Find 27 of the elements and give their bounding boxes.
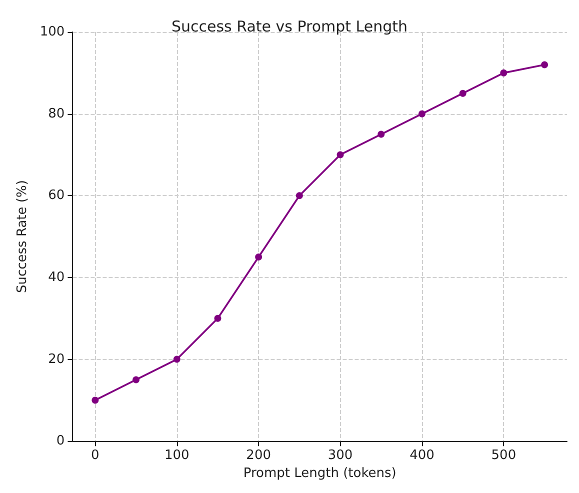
- x-tick-label: 300: [328, 448, 353, 464]
- x-axis-title: Prompt Length (tokens): [243, 466, 396, 481]
- y-tick-label: 0: [56, 434, 65, 449]
- point: [255, 254, 262, 261]
- point: [541, 61, 548, 68]
- point: [214, 314, 222, 322]
- point: [173, 356, 180, 363]
- x-tick-label: 400: [410, 448, 434, 464]
- point: [418, 110, 426, 118]
- x-tick-label: 500: [491, 448, 516, 464]
- y-tick-label: 80: [48, 106, 65, 122]
- x-tick-label: 100: [164, 448, 190, 464]
- y-tick-label: 60: [48, 188, 65, 204]
- point: [336, 151, 344, 158]
- y-axis-title: Success Rate (%): [15, 180, 30, 294]
- y-tick-label: 40: [48, 270, 65, 285]
- x-tick-label: 200: [246, 448, 271, 464]
- point: [92, 396, 99, 404]
- point: [500, 69, 508, 76]
- x-tick-label: 0: [91, 448, 100, 464]
- y-tick-label: 20: [48, 352, 65, 367]
- point: [296, 192, 303, 200]
- y-tick-label: 100: [40, 24, 65, 40]
- point: [378, 130, 385, 138]
- point: [132, 376, 140, 384]
- point: [459, 90, 466, 97]
- chart-title: Success Rate vs Prompt Length: [171, 18, 408, 36]
